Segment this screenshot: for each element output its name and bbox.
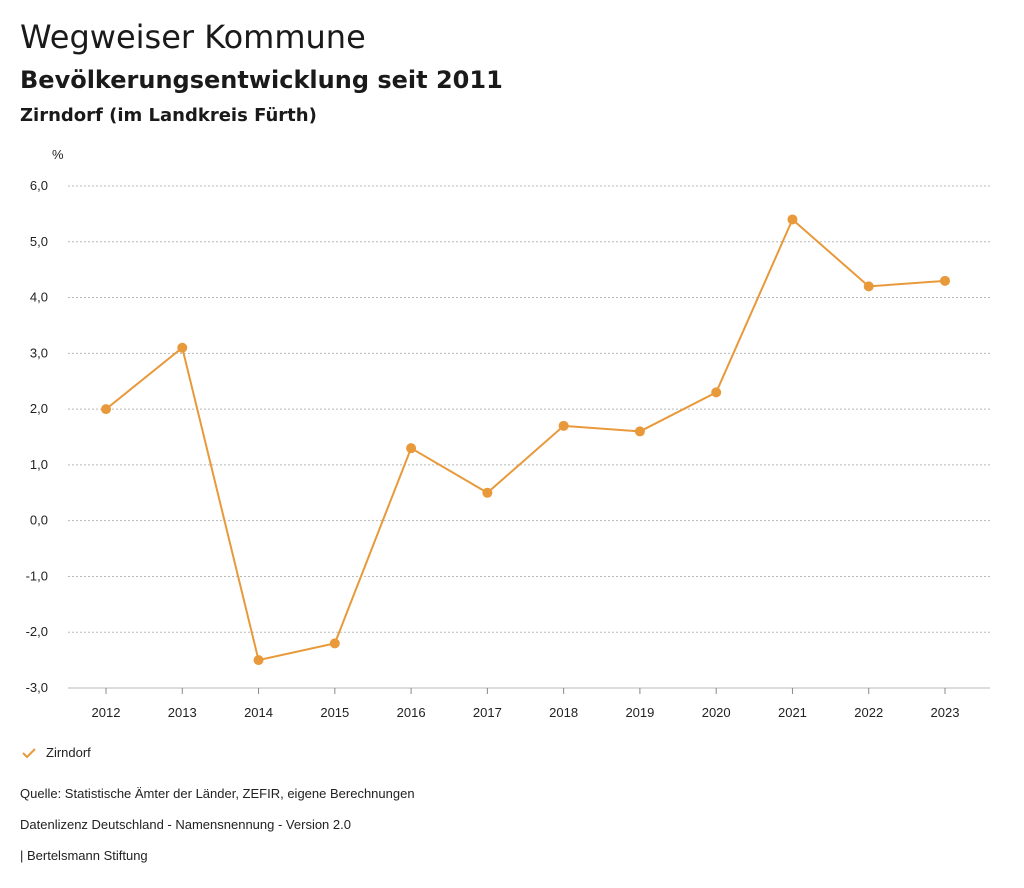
check-icon: [22, 747, 36, 758]
data-point: [253, 655, 264, 666]
x-tick-label: 2016: [397, 705, 426, 720]
data-point: [406, 443, 417, 454]
data-point: [101, 404, 111, 415]
region-label: Zirndorf (im Landkreis Fürth): [20, 105, 317, 126]
x-tick-label: 2012: [92, 705, 121, 720]
x-tick-label: 2014: [244, 705, 273, 720]
y-axis-unit-label: %: [52, 147, 64, 162]
y-tick-label: 1,0: [30, 457, 48, 472]
y-tick-label: 3,0: [30, 345, 48, 360]
source-text: Quelle: Statistische Ämter der Länder, Z…: [20, 786, 415, 801]
data-point: [482, 487, 493, 498]
data-point: [863, 281, 874, 292]
legend-label: Zirndorf: [46, 745, 91, 760]
y-tick-label: -1,0: [26, 568, 48, 583]
license-text: Datenlizenz Deutschland - Namensnennung …: [20, 817, 351, 832]
legend-item-zirndorf[interactable]: Zirndorf: [22, 745, 91, 760]
page-title: Wegweiser Kommune: [20, 18, 366, 56]
y-tick-label: 6,0: [30, 178, 48, 193]
x-tick-label: 2023: [931, 705, 960, 720]
data-point: [177, 342, 188, 353]
y-tick-label: 4,0: [30, 290, 48, 305]
y-tick-label: -3,0: [26, 680, 48, 695]
x-tick-label: 2013: [168, 705, 197, 720]
brand-text: | Bertelsmann Stiftung: [20, 848, 148, 863]
data-point: [787, 214, 798, 225]
x-tick-label: 2022: [854, 705, 883, 720]
y-tick-label: 0,0: [30, 513, 48, 528]
line-chart: % -3,0 -2,0 -1,0 0,0 1,0 2,0 3,0 4,0 5,0 6,0 2012 20…: [26, 147, 990, 720]
data-point: [329, 638, 340, 649]
y-tick-label: -2,0: [26, 624, 48, 639]
x-tick-label: 2020: [702, 705, 731, 720]
x-tick-label: 2017: [473, 705, 502, 720]
data-point: [634, 426, 645, 437]
x-tick-label: 2015: [320, 705, 349, 720]
chart-subtitle: Bevölkerungsentwicklung seit 2011: [20, 66, 503, 94]
data-point: [711, 387, 722, 398]
series-line-zirndorf: [105, 217, 946, 662]
x-tick-label: 2021: [778, 705, 807, 720]
data-point: [558, 420, 569, 431]
data-point: [940, 275, 950, 286]
x-tick-label: 2019: [625, 705, 654, 720]
x-tick-label: 2018: [549, 705, 578, 720]
y-tick-label: 2,0: [30, 401, 48, 416]
y-tick-label: 5,0: [30, 234, 48, 249]
